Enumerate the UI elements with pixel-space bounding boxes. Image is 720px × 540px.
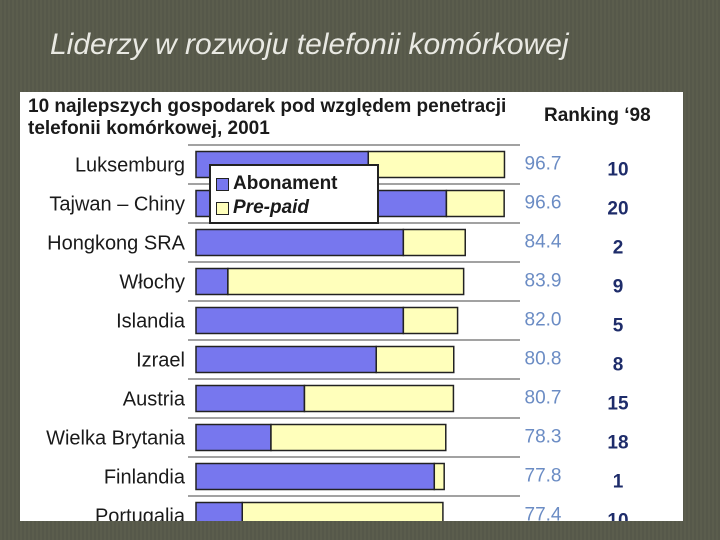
bar-subscription: [195, 306, 405, 335]
total-value-label: 96.6: [525, 193, 562, 214]
legend-label-prepaid: Pre-paid: [233, 197, 310, 218]
total-value-label: 83.9: [525, 271, 562, 292]
category-label: Wielka Brytania: [46, 428, 186, 450]
ranking-value-label: 8: [613, 355, 624, 376]
chart-panel: Luksemburg 96.7 10 Tajwan – Chiny 96.6 20 Hong…: [20, 92, 683, 521]
ranking-value-label: 1: [613, 472, 624, 493]
chart-legend: Abonament Pre-paid: [209, 164, 379, 224]
bar-prepaid: [402, 228, 466, 257]
bar-prepaid: [402, 306, 459, 335]
bar-subscription: [195, 267, 229, 296]
total-value-label: 82.0: [525, 310, 562, 331]
bar-subscription: [195, 423, 272, 452]
legend-swatch-subscription: [216, 177, 229, 191]
category-label: Austria: [123, 389, 186, 411]
category-label: Hongkong SRA: [47, 233, 186, 255]
ranking-title: Ranking ‘98: [544, 105, 651, 126]
ranking-value-label: 9: [613, 277, 624, 298]
legend-item-prepaid: Pre-paid: [216, 197, 309, 219]
bar-prepaid: [303, 384, 455, 413]
bar-prepaid: [375, 345, 455, 374]
total-value-label: 80.8: [525, 349, 562, 370]
legend-swatch-prepaid: [216, 201, 229, 215]
bar-subscription: [195, 384, 306, 413]
ranking-value-label: 2: [613, 238, 624, 259]
total-value-label: 80.7: [525, 388, 562, 409]
legend-item-subscription: Abonament: [216, 173, 338, 195]
bar-subscription: [195, 228, 405, 257]
bar-subscription: [195, 345, 377, 374]
category-label: Włochy: [119, 272, 185, 294]
bar-prepaid: [367, 150, 506, 179]
ranking-value-label: 10: [607, 160, 628, 181]
category-label: Islandia: [116, 311, 186, 333]
bar-subscription: [195, 462, 436, 491]
chart-title: 10 najlepszych gospodarek pod względem p…: [28, 96, 507, 139]
category-label: Finlandia: [104, 467, 186, 489]
category-label: Portugalia: [95, 506, 186, 522]
slide-title: Liderzy w rozwoju telefonii komórkowej: [50, 28, 569, 61]
bar-prepaid: [433, 462, 445, 491]
total-value-label: 77.8: [525, 466, 562, 487]
bar-subscription: [195, 501, 244, 521]
total-value-label: 84.4: [525, 232, 562, 253]
total-value-label: 78.3: [525, 427, 562, 448]
bar-prepaid: [241, 501, 444, 521]
total-value-label: 96.7: [525, 154, 562, 175]
legend-label-subscription: Abonament: [233, 173, 338, 194]
total-value-label: 77.4: [525, 505, 562, 522]
ranking-value-label: 10: [607, 511, 628, 522]
bar-prepaid: [270, 423, 447, 452]
chart-svg: Luksemburg 96.7 10 Tajwan – Chiny 96.6 20 Hong…: [46, 144, 629, 522]
category-label: Luksemburg: [75, 155, 185, 177]
category-label: Tajwan – Chiny: [49, 194, 185, 216]
ranking-value-label: 18: [607, 433, 628, 454]
category-label: Izrael: [136, 350, 185, 372]
ranking-value-label: 15: [607, 394, 629, 415]
bar-prepaid: [227, 267, 465, 296]
ranking-value-label: 5: [613, 316, 624, 337]
bar-prepaid: [445, 189, 505, 218]
ranking-value-label: 20: [607, 199, 628, 220]
